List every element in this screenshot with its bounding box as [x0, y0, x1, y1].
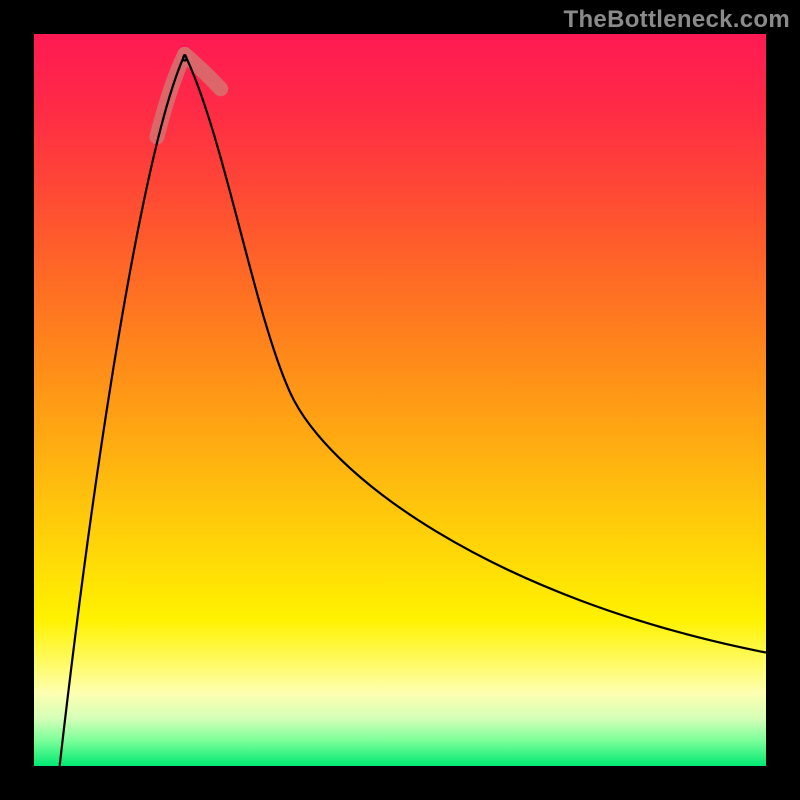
frame: TheBottleneck.com	[0, 0, 800, 800]
watermark-text: TheBottleneck.com	[564, 6, 790, 34]
bottleneck-curve	[60, 54, 766, 766]
plot-area	[34, 34, 766, 766]
curve-layer	[34, 34, 766, 766]
